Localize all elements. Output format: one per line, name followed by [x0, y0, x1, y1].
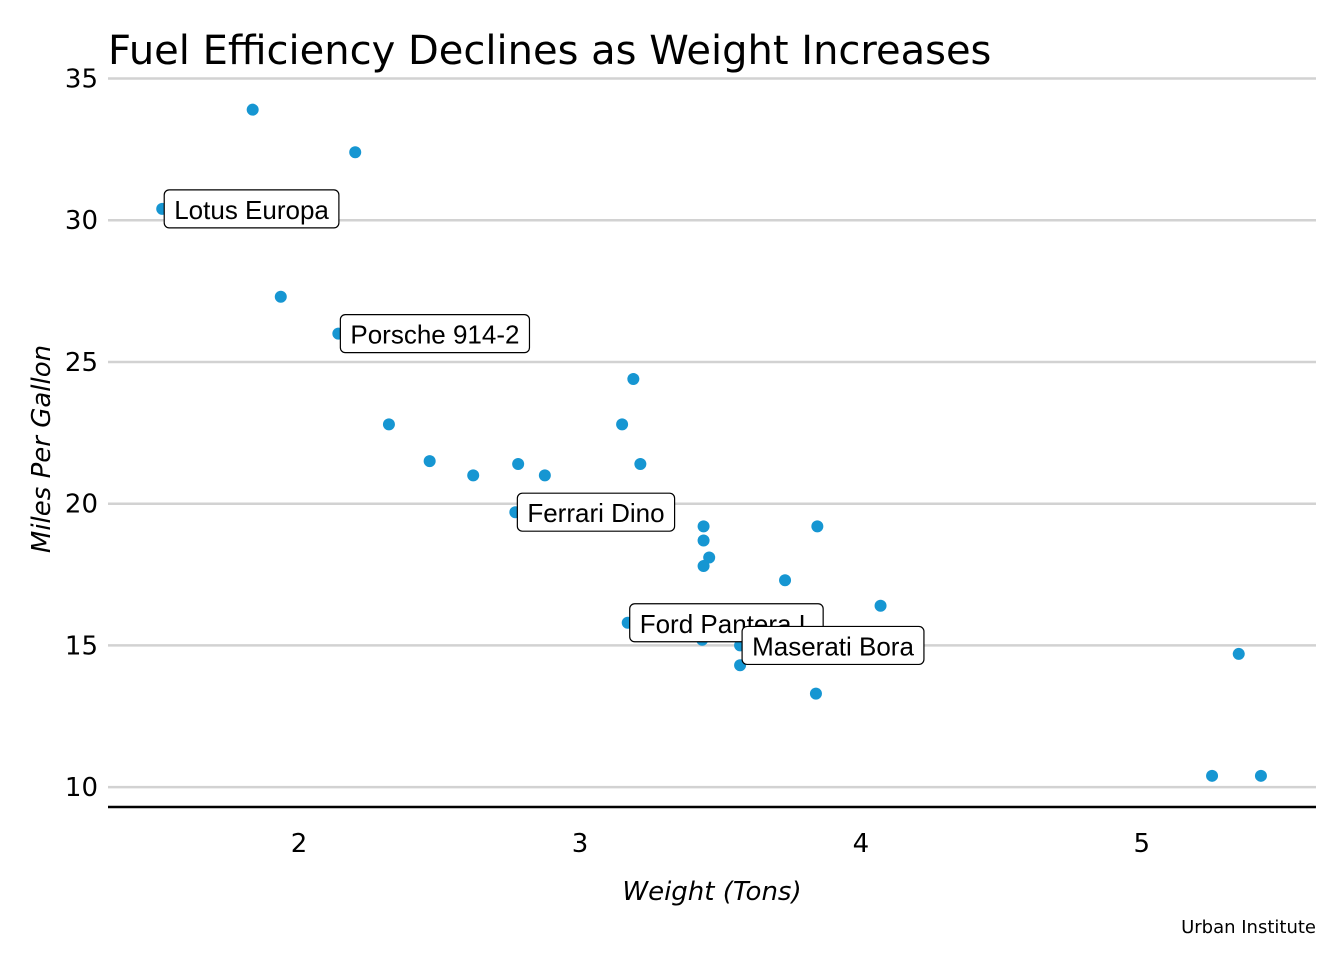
annotation-callout: Ferrari Dino — [516, 492, 676, 532]
data-point — [874, 599, 887, 612]
annotation-box — [516, 492, 676, 532]
y-tick-label: 10 — [65, 773, 98, 803]
data-point — [809, 687, 822, 700]
data-point — [1232, 647, 1245, 660]
annotation-label: Porsche 914-2 — [350, 320, 519, 350]
data-point — [467, 469, 480, 482]
annotation-callout: Lotus Europa — [163, 189, 340, 229]
gridlines — [108, 77, 1316, 789]
data-point — [697, 534, 710, 547]
y-tick-label: 20 — [65, 490, 98, 520]
y-tick-labels: 10 15 20 25 30 35 — [65, 65, 98, 804]
data-point — [274, 290, 287, 303]
data-point — [538, 469, 551, 482]
annotation-label: Lotus Europa — [174, 195, 329, 225]
data-point — [1254, 769, 1267, 782]
data-point — [634, 458, 647, 471]
data-point — [246, 103, 259, 116]
data-point — [382, 418, 395, 431]
x-tick-labels: 2 3 4 5 — [291, 829, 1150, 859]
data-point — [697, 520, 710, 533]
chart-caption: Urban Institute — [1181, 917, 1316, 938]
x-tick-label: 4 — [853, 829, 870, 859]
data-point — [811, 520, 824, 533]
annotation-label: Ferrari Dino — [527, 498, 664, 528]
data-point — [512, 458, 525, 471]
y-tick-label: 35 — [65, 65, 98, 95]
y-tick-label: 25 — [65, 348, 98, 378]
y-tick-label: 15 — [65, 631, 98, 661]
annotation-callout: Maserati Bora — [741, 625, 925, 666]
x-tick-label: 3 — [572, 829, 589, 859]
data-point — [697, 560, 710, 573]
x-tick-label: 5 — [1134, 829, 1151, 859]
data-point — [616, 418, 629, 431]
data-point — [423, 455, 436, 468]
data-point — [1206, 769, 1219, 782]
y-tick-label: 30 — [65, 206, 98, 236]
data-point — [779, 574, 792, 587]
annotation-box — [741, 625, 925, 666]
x-tick-label: 2 — [291, 829, 308, 859]
data-point — [703, 551, 716, 564]
data-point — [349, 146, 362, 159]
annotation-callout: Porsche 914-2 — [339, 314, 531, 354]
annotation-box — [339, 314, 531, 354]
data-point — [627, 372, 640, 385]
x-axis-title: Weight (Tons) — [622, 877, 801, 907]
annotation-box — [163, 189, 340, 229]
chart-title: Fuel Efficiency Declines as Weight Incre… — [108, 28, 991, 74]
y-axis-title: Miles Per Gallon — [27, 345, 57, 553]
annotation-label: Maserati Bora — [752, 631, 914, 661]
